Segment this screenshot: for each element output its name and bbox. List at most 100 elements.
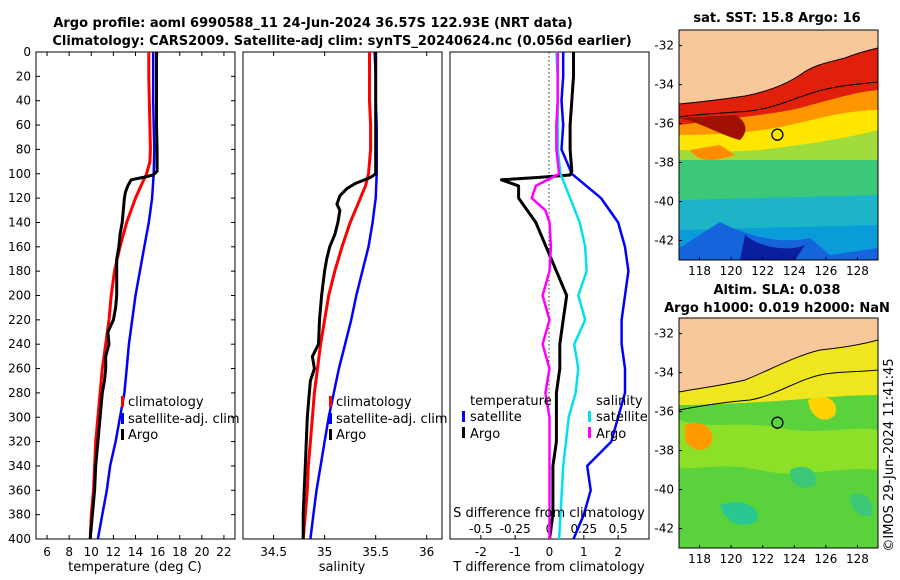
lat-tick-label: -42 xyxy=(654,234,674,248)
x-tick-label: -2 xyxy=(475,545,487,559)
figure-title-line2: Climatology: CARS2009. Satellite-adj cli… xyxy=(52,34,631,49)
x-tick-label: 2 xyxy=(614,545,622,559)
lon-tick-label: 118 xyxy=(688,552,711,566)
difference-legend-temperature: temperature satellite Argo xyxy=(462,394,552,442)
depth-tick-label: 340 xyxy=(8,459,31,473)
legend-swatch-climatology xyxy=(329,396,332,407)
depth-tick-label: 400 xyxy=(8,532,31,546)
x-tick-label: 8 xyxy=(65,545,73,559)
lon-tick-label: 124 xyxy=(783,552,806,566)
x-tick-label: 22 xyxy=(216,545,231,559)
legend-label-s-argo: Argo xyxy=(596,427,626,442)
lat-tick-label: -38 xyxy=(654,444,674,458)
x-tick-label: 35 xyxy=(317,545,332,559)
figure-title-line1: Argo profile: aoml 6990588_11 24-Jun-202… xyxy=(53,16,572,31)
lat-tick-label: -34 xyxy=(654,366,674,380)
series-line-salinity-argo xyxy=(530,52,561,539)
x-tick-label: 14 xyxy=(128,545,143,559)
sla-map-title: Altim. SLA: 0.038 xyxy=(714,283,841,298)
depth-tick-label: 120 xyxy=(8,191,31,205)
legend-swatch-climatology xyxy=(121,396,124,407)
depth-tick-label: 240 xyxy=(8,337,31,351)
t-difference-tick-labels: -2 -1 0 1 2 xyxy=(475,535,622,559)
t-difference-xlabel: T difference from climatology xyxy=(452,560,645,575)
lat-tick-label: -36 xyxy=(654,117,674,131)
lat-tick-label: -40 xyxy=(654,483,674,497)
salinity-series xyxy=(301,51,378,540)
depth-tick-label: 200 xyxy=(8,289,31,303)
legend-label-s-satellite: satellite xyxy=(596,410,648,425)
lat-tick-label: -32 xyxy=(654,327,674,341)
sla-map-frame xyxy=(678,317,879,549)
x-tick-label: 18 xyxy=(172,545,187,559)
sst-latitude-ticks: -32 -34 -36 -38 -40 -42 xyxy=(654,39,682,248)
salinity-axes xyxy=(242,51,443,540)
difference-panel: -2 -1 0 1 2 -0.5 -0.25 0 0.25 0.5 S difference f… xyxy=(449,51,650,575)
lon-tick-label: 126 xyxy=(814,552,837,566)
x-tick-label: 1 xyxy=(580,545,588,559)
legend-label-argo: Argo xyxy=(128,428,158,443)
lon-tick-label: 120 xyxy=(720,552,743,566)
temperature-xlabel: temperature (deg C) xyxy=(68,560,202,575)
salinity-xlabel: salinity xyxy=(319,560,366,575)
x-tick-label: 10 xyxy=(84,545,99,559)
legend-label-t-satellite: satellite xyxy=(470,410,522,425)
series-line-climatology xyxy=(301,52,373,540)
lon-tick-label: 128 xyxy=(846,552,869,566)
lat-tick-label: -36 xyxy=(654,405,674,419)
legend-label-t-argo: Argo xyxy=(470,427,500,442)
depth-tick-label: 160 xyxy=(8,240,31,254)
legend-label-satellite: satellite-adj. clim xyxy=(128,412,240,427)
lat-tick-label: -40 xyxy=(654,195,674,209)
legend-swatch-s-argo xyxy=(588,427,591,438)
sla-map-panel: Altim. SLA: 0.038 Argo h1000: 0.019 h200… xyxy=(654,283,889,566)
sst-map-field xyxy=(679,30,878,260)
depth-tick-label: 300 xyxy=(8,410,31,424)
lon-tick-label: 128 xyxy=(846,264,869,278)
x-tick-label: -1 xyxy=(509,545,521,559)
sla-longitude-ticks: 118 120 122 124 126 128 xyxy=(688,545,869,566)
legend-swatch-t-argo xyxy=(462,427,465,438)
legend-title-temperature: temperature xyxy=(470,394,552,409)
lat-tick-label: -42 xyxy=(654,522,674,536)
sst-map-frame xyxy=(678,29,879,261)
lon-tick-label: 122 xyxy=(751,264,774,278)
temperature-panel: 0204060801001201401601802002202402602803… xyxy=(8,45,649,575)
depth-tick-label: 360 xyxy=(8,483,31,497)
temperature-tick-labels: 6 8 10 12 14 16 18 20 22 xyxy=(43,52,232,559)
depth-tick-label: 260 xyxy=(8,362,31,376)
depth-tick-label: 140 xyxy=(8,215,31,229)
difference-series xyxy=(500,51,630,540)
x2-tick-label: -0.5 xyxy=(469,522,492,536)
lon-tick-label: 124 xyxy=(783,264,806,278)
depth-tick-label: 180 xyxy=(8,264,31,278)
lon-tick-label: 126 xyxy=(814,264,837,278)
depth-tick-label: 320 xyxy=(8,435,31,449)
series-line-temperature-satellite xyxy=(560,52,630,540)
series-line-argo xyxy=(301,52,378,539)
legend-swatch-satellite xyxy=(121,413,124,424)
sla-latitude-ticks: -32 -34 -36 -38 -40 -42 xyxy=(654,327,682,536)
x-tick-label: 16 xyxy=(150,545,165,559)
depth-tick-label: 380 xyxy=(8,508,31,522)
depth-tick-label: 280 xyxy=(8,386,31,400)
lon-tick-label: 120 xyxy=(720,264,743,278)
series-line-temperature-argo xyxy=(500,52,575,540)
depth-tick-label: 60 xyxy=(16,118,31,132)
x-tick-label: 6 xyxy=(43,545,51,559)
depth-tick-label: 40 xyxy=(16,94,31,108)
sst-map-panel: sat. SST: 15.8 Argo: 16 118 120 122 124 126 1… xyxy=(654,11,879,278)
legend-swatch-argo xyxy=(121,429,124,440)
x-tick-label: 12 xyxy=(106,545,121,559)
series-line-climatology xyxy=(88,52,152,540)
x2-tick-label: 0.5 xyxy=(609,522,628,536)
salinity-panel: 34.5 35 35.5 36 salinity climatology satell… xyxy=(242,51,448,575)
x-tick-label: 35.5 xyxy=(362,545,389,559)
lon-tick-label: 118 xyxy=(688,264,711,278)
depth-tick-label: 100 xyxy=(8,167,31,181)
legend-swatch-argo xyxy=(329,429,332,440)
sla-argo-marker xyxy=(771,416,784,429)
legend-swatch-t-satellite xyxy=(462,411,465,422)
depth-tick-label: 220 xyxy=(8,313,31,327)
